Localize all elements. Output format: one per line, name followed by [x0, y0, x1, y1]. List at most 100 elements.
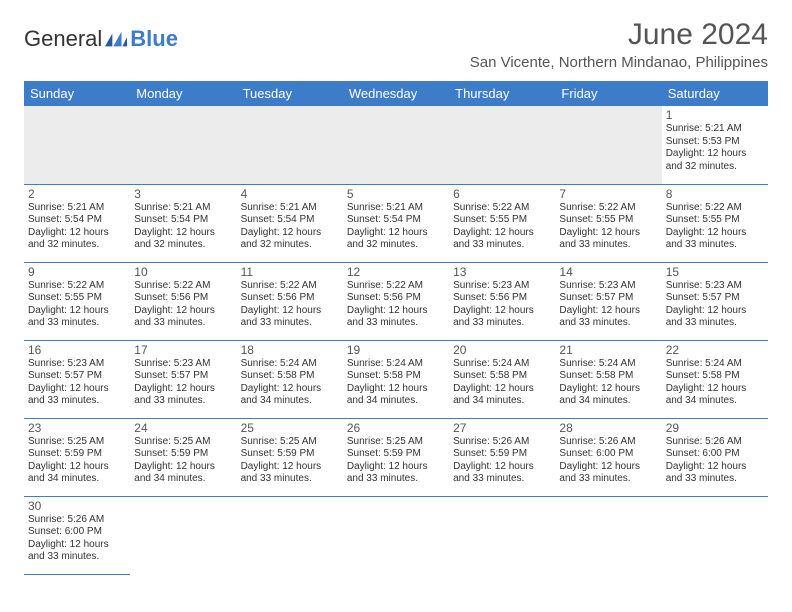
- sunrise-text: Sunrise: 5:26 AM: [453, 436, 551, 449]
- sunset-text: Sunset: 5:59 PM: [28, 448, 126, 461]
- day-number: 1: [666, 108, 764, 122]
- calendar-week-row: 2Sunrise: 5:21 AMSunset: 5:54 PMDaylight…: [24, 184, 768, 262]
- daylight-text: Daylight: 12 hours: [666, 227, 764, 240]
- daylight-text: and 34 minutes.: [28, 473, 126, 486]
- day-number: 8: [666, 187, 764, 201]
- month-title: June 2024: [470, 18, 768, 52]
- sunset-text: Sunset: 5:55 PM: [666, 214, 764, 227]
- day-number: 4: [241, 187, 339, 201]
- calendar-day-cell: 1Sunrise: 5:21 AMSunset: 5:53 PMDaylight…: [662, 106, 768, 184]
- calendar-day-cell: 19Sunrise: 5:24 AMSunset: 5:58 PMDayligh…: [343, 340, 449, 418]
- brand-logo: General Blue: [24, 18, 178, 52]
- daylight-text: and 33 minutes.: [28, 317, 126, 330]
- sunrise-text: Sunrise: 5:24 AM: [453, 358, 551, 371]
- calendar-day-cell: 16Sunrise: 5:23 AMSunset: 5:57 PMDayligh…: [24, 340, 130, 418]
- calendar-week-row: 30Sunrise: 5:26 AMSunset: 6:00 PMDayligh…: [24, 496, 768, 574]
- daylight-text: and 34 minutes.: [666, 395, 764, 408]
- sunrise-text: Sunrise: 5:21 AM: [134, 202, 232, 215]
- calendar-day-cell: 6Sunrise: 5:22 AMSunset: 5:55 PMDaylight…: [449, 184, 555, 262]
- daylight-text: and 32 minutes.: [347, 239, 445, 252]
- day-number: 10: [134, 265, 232, 279]
- daylight-text: Daylight: 12 hours: [453, 383, 551, 396]
- daylight-text: and 33 minutes.: [28, 551, 126, 564]
- daylight-text: and 33 minutes.: [453, 473, 551, 486]
- calendar-day-cell: 26Sunrise: 5:25 AMSunset: 5:59 PMDayligh…: [343, 418, 449, 496]
- calendar-day-cell: 11Sunrise: 5:22 AMSunset: 5:56 PMDayligh…: [237, 262, 343, 340]
- sunset-text: Sunset: 5:54 PM: [241, 214, 339, 227]
- sunset-text: Sunset: 6:00 PM: [28, 526, 126, 539]
- daylight-text: Daylight: 12 hours: [28, 227, 126, 240]
- sunset-text: Sunset: 6:00 PM: [559, 448, 657, 461]
- daylight-text: and 33 minutes.: [666, 239, 764, 252]
- calendar-day-cell: 10Sunrise: 5:22 AMSunset: 5:56 PMDayligh…: [130, 262, 236, 340]
- daylight-text: and 33 minutes.: [134, 317, 232, 330]
- sunrise-text: Sunrise: 5:24 AM: [241, 358, 339, 371]
- calendar-day-cell: 13Sunrise: 5:23 AMSunset: 5:56 PMDayligh…: [449, 262, 555, 340]
- brand-general: General: [24, 26, 102, 52]
- daylight-text: Daylight: 12 hours: [241, 383, 339, 396]
- daylight-text: Daylight: 12 hours: [559, 227, 657, 240]
- calendar-day-cell: [662, 496, 768, 574]
- calendar-day-cell: [449, 496, 555, 574]
- calendar-day-cell: 21Sunrise: 5:24 AMSunset: 5:58 PMDayligh…: [555, 340, 661, 418]
- calendar-day-cell: [343, 106, 449, 184]
- calendar-day-cell: 12Sunrise: 5:22 AMSunset: 5:56 PMDayligh…: [343, 262, 449, 340]
- sunset-text: Sunset: 5:57 PM: [559, 292, 657, 305]
- sunrise-text: Sunrise: 5:22 AM: [241, 280, 339, 293]
- daylight-text: Daylight: 12 hours: [666, 148, 764, 161]
- daylight-text: Daylight: 12 hours: [241, 305, 339, 318]
- sunset-text: Sunset: 5:57 PM: [28, 370, 126, 383]
- calendar-day-cell: 30Sunrise: 5:26 AMSunset: 6:00 PMDayligh…: [24, 496, 130, 574]
- daylight-text: and 33 minutes.: [241, 317, 339, 330]
- sunset-text: Sunset: 5:56 PM: [134, 292, 232, 305]
- page-header: General Blue June 2024 San Vicente, Nort…: [24, 18, 768, 71]
- daylight-text: Daylight: 12 hours: [559, 461, 657, 474]
- daylight-text: and 34 minutes.: [559, 395, 657, 408]
- sunrise-text: Sunrise: 5:21 AM: [28, 202, 126, 215]
- sunset-text: Sunset: 5:58 PM: [347, 370, 445, 383]
- calendar-day-cell: 25Sunrise: 5:25 AMSunset: 5:59 PMDayligh…: [237, 418, 343, 496]
- calendar-day-cell: 7Sunrise: 5:22 AMSunset: 5:55 PMDaylight…: [555, 184, 661, 262]
- daylight-text: Daylight: 12 hours: [666, 305, 764, 318]
- calendar-day-cell: [130, 496, 236, 574]
- calendar-day-cell: 3Sunrise: 5:21 AMSunset: 5:54 PMDaylight…: [130, 184, 236, 262]
- calendar-day-cell: [555, 106, 661, 184]
- calendar-week-row: 16Sunrise: 5:23 AMSunset: 5:57 PMDayligh…: [24, 340, 768, 418]
- daylight-text: and 32 minutes.: [241, 239, 339, 252]
- sunset-text: Sunset: 5:58 PM: [666, 370, 764, 383]
- daylight-text: and 33 minutes.: [666, 473, 764, 486]
- day-number: 22: [666, 343, 764, 357]
- daylight-text: and 33 minutes.: [134, 395, 232, 408]
- day-number: 28: [559, 421, 657, 435]
- sunrise-text: Sunrise: 5:22 AM: [134, 280, 232, 293]
- daylight-text: Daylight: 12 hours: [134, 305, 232, 318]
- sunset-text: Sunset: 5:57 PM: [666, 292, 764, 305]
- calendar-day-cell: [24, 106, 130, 184]
- sunrise-text: Sunrise: 5:22 AM: [28, 280, 126, 293]
- location-subtitle: San Vicente, Northern Mindanao, Philippi…: [470, 54, 768, 71]
- sunrise-text: Sunrise: 5:21 AM: [241, 202, 339, 215]
- daylight-text: and 32 minutes.: [28, 239, 126, 252]
- sunrise-text: Sunrise: 5:25 AM: [134, 436, 232, 449]
- day-number: 6: [453, 187, 551, 201]
- daylight-text: Daylight: 12 hours: [559, 305, 657, 318]
- daylight-text: and 33 minutes.: [666, 317, 764, 330]
- daylight-text: Daylight: 12 hours: [347, 227, 445, 240]
- day-number: 27: [453, 421, 551, 435]
- sunset-text: Sunset: 5:54 PM: [134, 214, 232, 227]
- sunset-text: Sunset: 5:55 PM: [28, 292, 126, 305]
- sunrise-text: Sunrise: 5:21 AM: [347, 202, 445, 215]
- calendar-table: Sunday Monday Tuesday Wednesday Thursday…: [24, 81, 768, 575]
- calendar-day-cell: 29Sunrise: 5:26 AMSunset: 6:00 PMDayligh…: [662, 418, 768, 496]
- sunset-text: Sunset: 5:55 PM: [453, 214, 551, 227]
- sunset-text: Sunset: 5:58 PM: [559, 370, 657, 383]
- day-number: 18: [241, 343, 339, 357]
- calendar-day-cell: 28Sunrise: 5:26 AMSunset: 6:00 PMDayligh…: [555, 418, 661, 496]
- sunrise-text: Sunrise: 5:26 AM: [666, 436, 764, 449]
- calendar-day-cell: 4Sunrise: 5:21 AMSunset: 5:54 PMDaylight…: [237, 184, 343, 262]
- sunrise-text: Sunrise: 5:26 AM: [28, 514, 126, 527]
- daylight-text: Daylight: 12 hours: [134, 383, 232, 396]
- calendar-day-cell: [555, 496, 661, 574]
- daylight-text: Daylight: 12 hours: [347, 383, 445, 396]
- daylight-text: Daylight: 12 hours: [241, 227, 339, 240]
